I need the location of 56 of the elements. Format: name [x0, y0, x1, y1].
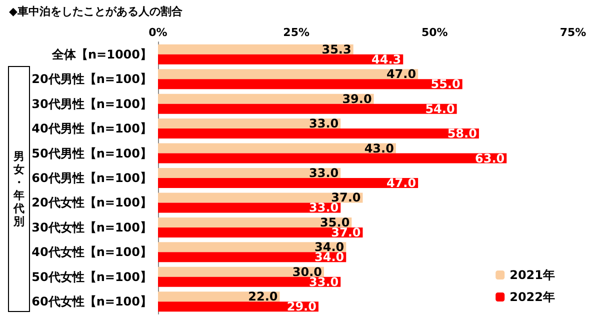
- bar: [158, 44, 354, 54]
- bar: [158, 242, 346, 252]
- data-label: 58.0: [447, 126, 477, 141]
- data-label: 33.0: [308, 200, 339, 215]
- text: 男女・年代別: [12, 150, 26, 228]
- y-tick-label: 40代女性【n=100】: [32, 245, 152, 260]
- bar: [158, 202, 341, 213]
- y-tick-label: 20代女性【n=100】: [32, 196, 152, 210]
- data-label: 39.0: [342, 92, 372, 106]
- bar: [158, 168, 341, 178]
- data-label: 43.0: [364, 141, 394, 156]
- data-label: 33.0: [308, 166, 339, 180]
- x-tick-label: 25%: [283, 26, 310, 39]
- y-tick-label: 60代男性【n=100】: [32, 171, 152, 185]
- data-label: 22.0: [248, 290, 278, 304]
- chart-title: ◆車中泊をしたことがある人の割合: [9, 5, 184, 18]
- bar: [158, 94, 374, 104]
- data-label: 29.0: [286, 300, 316, 314]
- data-label: 54.0: [425, 102, 455, 116]
- y-tick-label: 50代女性【n=100】: [32, 270, 152, 284]
- y-tick-label: 30代女性【n=100】: [32, 220, 152, 234]
- x-tick-label: 75%: [560, 26, 586, 39]
- bar: [158, 143, 396, 154]
- bar: [158, 276, 341, 287]
- bar: [158, 227, 363, 238]
- data-label: 63.0: [474, 151, 505, 166]
- bar: [158, 128, 479, 139]
- y-tick-label: 20代男性【n=100】: [32, 72, 152, 86]
- bar: [158, 104, 457, 114]
- y-tick-label: 30代男性【n=100】: [32, 96, 152, 111]
- data-label: 33.0: [308, 116, 339, 131]
- bar: [158, 252, 346, 262]
- y-tick-label: 全体【n=1000】: [51, 47, 152, 62]
- bar: [158, 302, 318, 312]
- data-label: 55.0: [430, 77, 460, 92]
- bar: [158, 153, 507, 164]
- legend-label: 2022年: [510, 290, 556, 304]
- data-label: 47.0: [386, 67, 416, 82]
- bar: [158, 69, 418, 80]
- bar: [158, 192, 363, 203]
- bar: [158, 217, 352, 228]
- data-label: 34.0: [314, 250, 344, 264]
- y-tick-label: 40代男性【n=100】: [32, 122, 152, 136]
- bar: [158, 266, 324, 277]
- bar: [158, 178, 418, 188]
- x-tick-label: 0%: [148, 26, 168, 39]
- data-label: 47.0: [386, 176, 416, 190]
- y-tick-label: 50代男性【n=100】: [32, 146, 152, 160]
- data-label: 44.3: [372, 52, 402, 66]
- y-tick-label: 60代女性【n=100】: [32, 294, 152, 309]
- bar: [158, 79, 462, 90]
- data-label: 35.3: [322, 42, 352, 56]
- bar: [158, 118, 341, 129]
- x-tick-label: 50%: [421, 26, 448, 39]
- bar: [158, 54, 404, 64]
- legend-label: 2021年: [510, 268, 556, 282]
